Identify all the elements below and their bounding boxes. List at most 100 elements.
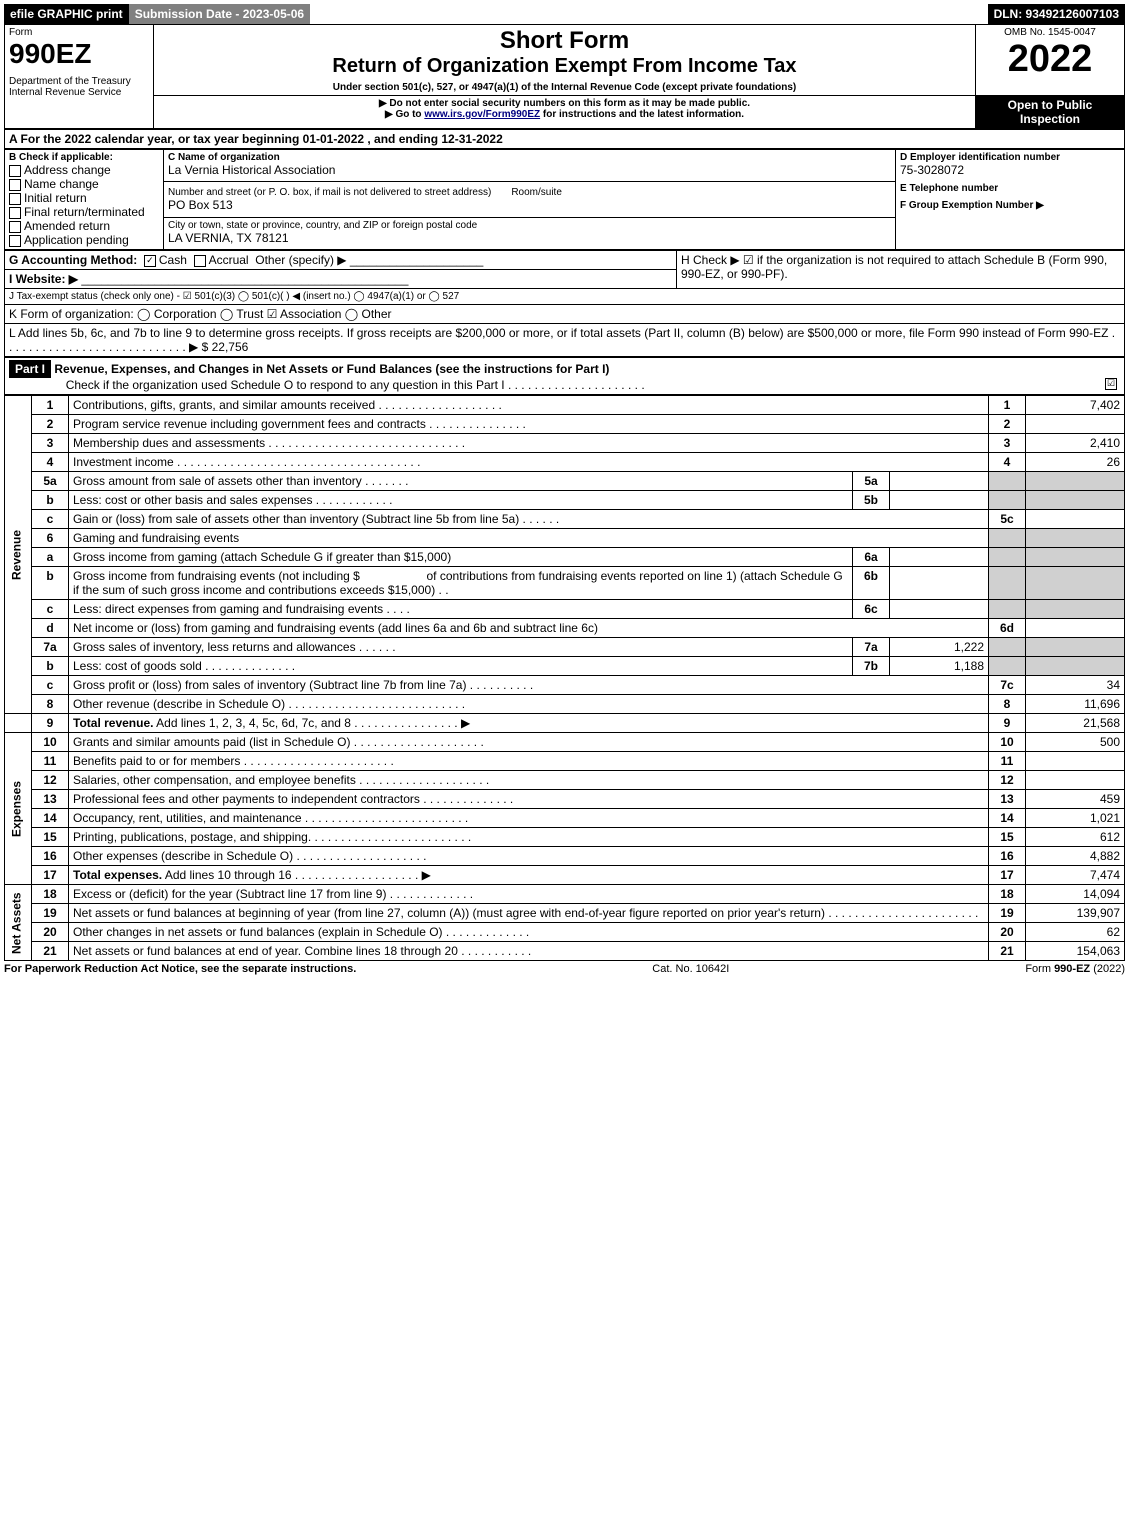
line6c-sa bbox=[890, 600, 989, 619]
checkbox-amended-return[interactable]: Amended return bbox=[9, 219, 159, 233]
line6c-num: c bbox=[32, 600, 69, 619]
line1-rn: 1 bbox=[989, 396, 1026, 415]
line16-rn: 16 bbox=[989, 847, 1026, 866]
part1-title: Revenue, Expenses, and Changes in Net As… bbox=[54, 362, 609, 376]
line14-num: 14 bbox=[32, 809, 69, 828]
line15-text: Printing, publications, postage, and shi… bbox=[69, 828, 989, 847]
street-label: Number and street (or P. O. box, if mail… bbox=[168, 187, 491, 198]
line2-rn: 2 bbox=[989, 415, 1026, 434]
line4-num: 4 bbox=[32, 453, 69, 472]
no-ssn-warning: ▶ Do not enter social security numbers o… bbox=[158, 98, 971, 109]
line10-amount: 500 bbox=[1026, 733, 1125, 752]
line10-text: Grants and similar amounts paid (list in… bbox=[69, 733, 989, 752]
checkbox-application-pending[interactable]: Application pending bbox=[9, 233, 159, 247]
line17-num: 17 bbox=[32, 866, 69, 885]
line8-amount: 11,696 bbox=[1026, 695, 1125, 714]
goto-prefix: ▶ Go to bbox=[385, 109, 424, 120]
line19-amount: 139,907 bbox=[1026, 904, 1125, 923]
line21-num: 21 bbox=[32, 942, 69, 961]
checkbox-address-change[interactable]: Address change bbox=[9, 163, 159, 177]
line5c-text: Gain or (loss) from sale of assets other… bbox=[69, 510, 989, 529]
line19-rn: 19 bbox=[989, 904, 1026, 923]
section-l: L Add lines 5b, 6c, and 7b to line 9 to … bbox=[5, 324, 1125, 357]
opt-application-pending: Application pending bbox=[24, 233, 129, 247]
line5b-text: Less: cost or other basis and sales expe… bbox=[69, 491, 853, 510]
line7c-num: c bbox=[32, 676, 69, 695]
line3-rn: 3 bbox=[989, 434, 1026, 453]
short-form-title: Short Form bbox=[158, 27, 971, 55]
line6-num: 6 bbox=[32, 529, 69, 548]
shaded-cell bbox=[1026, 638, 1125, 657]
footer-right: Form 990-EZ (2022) bbox=[1025, 963, 1125, 975]
irs-link[interactable]: www.irs.gov/Form990EZ bbox=[424, 109, 540, 120]
line17-amount: 7,474 bbox=[1026, 866, 1125, 885]
line15-num: 15 bbox=[32, 828, 69, 847]
netassets-section-label: Net Assets bbox=[5, 885, 32, 961]
shaded-cell bbox=[989, 548, 1026, 567]
line13-rn: 13 bbox=[989, 790, 1026, 809]
line5a-text: Gross amount from sale of assets other t… bbox=[69, 472, 853, 491]
irs-label: Internal Revenue Service bbox=[9, 87, 149, 98]
line5b-sa bbox=[890, 491, 989, 510]
line2-amount bbox=[1026, 415, 1125, 434]
shaded-cell bbox=[989, 491, 1026, 510]
checkbox-initial-return[interactable]: Initial return bbox=[9, 191, 159, 205]
section-l-amount: 22,756 bbox=[212, 340, 249, 354]
under-section: Under section 501(c), 527, or 4947(a)(1)… bbox=[158, 82, 971, 93]
open-public-badge: Open to Public Inspection bbox=[976, 96, 1125, 129]
line18-amount: 14,094 bbox=[1026, 885, 1125, 904]
cash-checkbox[interactable]: ✓ bbox=[144, 255, 156, 267]
section-d-label: D Employer identification number bbox=[900, 152, 1120, 163]
city-label: City or town, state or province, country… bbox=[168, 220, 891, 231]
cash-label: Cash bbox=[159, 253, 187, 267]
line7a-text: Gross sales of inventory, less returns a… bbox=[69, 638, 853, 657]
shaded-cell bbox=[989, 657, 1026, 676]
line18-num: 18 bbox=[32, 885, 69, 904]
line6b-sn: 6b bbox=[853, 567, 890, 600]
opt-initial-return: Initial return bbox=[24, 191, 87, 205]
section-f-label: F Group Exemption Number ▶ bbox=[900, 200, 1120, 211]
checkbox-final-return[interactable]: Final return/terminated bbox=[9, 205, 159, 219]
footer-form-number: 990-EZ bbox=[1054, 963, 1090, 975]
line2-num: 2 bbox=[32, 415, 69, 434]
part1-body-table: Revenue 1 Contributions, gifts, grants, … bbox=[4, 395, 1125, 961]
section-l-text: L Add lines 5b, 6c, and 7b to line 9 to … bbox=[9, 326, 1115, 354]
part1-schedule-o-checkbox[interactable]: ☑ bbox=[1105, 378, 1117, 390]
efile-print-label[interactable]: efile GRAPHIC print bbox=[4, 4, 129, 24]
line21-amount: 154,063 bbox=[1026, 942, 1125, 961]
line8-text: Other revenue (describe in Schedule O) .… bbox=[69, 695, 989, 714]
org-name: La Vernia Historical Association bbox=[168, 163, 891, 177]
goto-line: ▶ Go to www.irs.gov/Form990EZ for instru… bbox=[158, 109, 971, 120]
section-a-table: A For the 2022 calendar year, or tax yea… bbox=[4, 129, 1125, 149]
checkbox-name-change[interactable]: Name change bbox=[9, 177, 159, 191]
line9-text: Total revenue. Total revenue. Add lines … bbox=[69, 714, 989, 733]
shaded-cell bbox=[1026, 657, 1125, 676]
blank-vcell bbox=[5, 714, 32, 733]
line6a-sa bbox=[890, 548, 989, 567]
line11-text: Benefits paid to or for members . . . . … bbox=[69, 752, 989, 771]
line20-amount: 62 bbox=[1026, 923, 1125, 942]
form-number: 990EZ bbox=[9, 38, 149, 70]
line11-rn: 11 bbox=[989, 752, 1026, 771]
line6d-num: d bbox=[32, 619, 69, 638]
line15-rn: 15 bbox=[989, 828, 1026, 847]
line12-text: Salaries, other compensation, and employ… bbox=[69, 771, 989, 790]
street-value: PO Box 513 bbox=[168, 198, 891, 212]
line9-num: 9 bbox=[32, 714, 69, 733]
line10-num: 10 bbox=[32, 733, 69, 752]
line5a-num: 5a bbox=[32, 472, 69, 491]
accrual-checkbox[interactable] bbox=[194, 255, 206, 267]
other-label: Other (specify) ▶ bbox=[255, 253, 346, 267]
line12-num: 12 bbox=[32, 771, 69, 790]
section-e-label: E Telephone number bbox=[900, 183, 1120, 194]
line14-text: Occupancy, rent, utilities, and maintena… bbox=[69, 809, 989, 828]
line20-num: 20 bbox=[32, 923, 69, 942]
tax-year: 2022 bbox=[980, 38, 1120, 81]
line16-text: Other expenses (describe in Schedule O) … bbox=[69, 847, 989, 866]
line5b-num: b bbox=[32, 491, 69, 510]
line6b-num: b bbox=[32, 567, 69, 600]
line19-num: 19 bbox=[32, 904, 69, 923]
form-header-table: Form 990EZ Department of the Treasury In… bbox=[4, 24, 1125, 129]
part1-check-line: Check if the organization used Schedule … bbox=[66, 378, 645, 392]
section-k: K Form of organization: ◯ Corporation ◯ … bbox=[5, 305, 1125, 324]
